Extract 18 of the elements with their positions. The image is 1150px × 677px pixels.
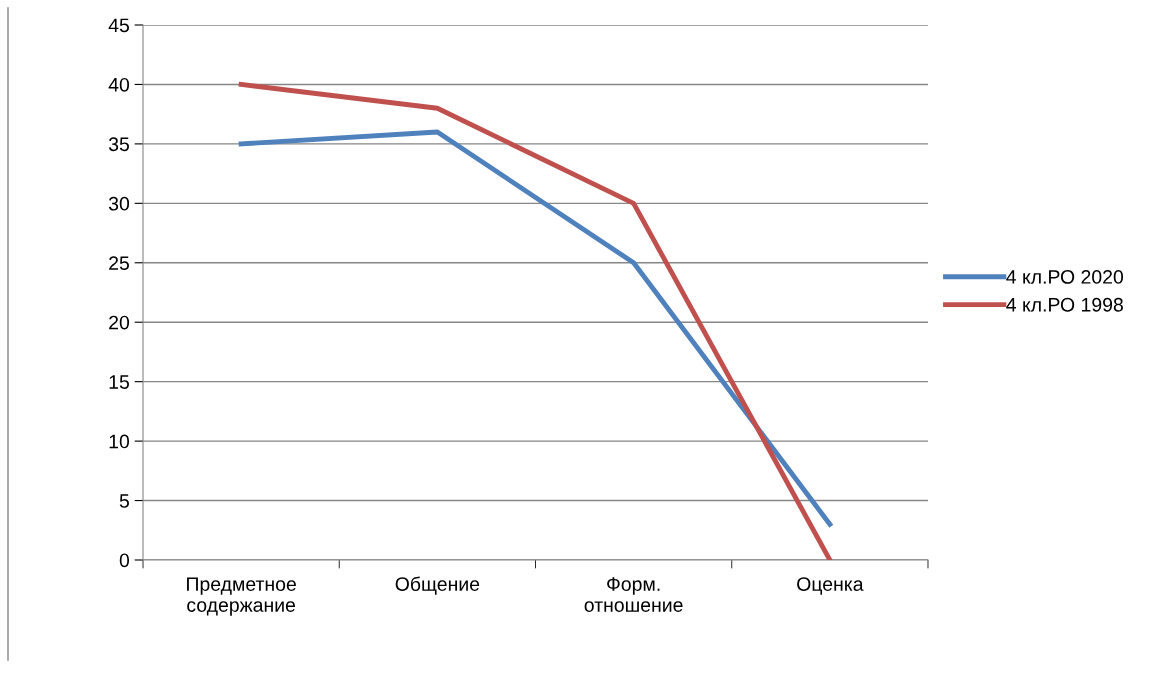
- legend-label: 4 кл.РО 2020: [1006, 270, 1124, 284]
- x-tick-label: Предметное содержание: [187, 577, 296, 616]
- x-tick-label: Общение: [395, 576, 480, 595]
- line-series: [238, 129, 833, 527]
- x-tick-label: Оценка: [797, 577, 864, 595]
- y-tick-label: 0: [119, 553, 130, 568]
- y-tick-label: 30: [108, 196, 130, 211]
- y-tick-label: 45: [108, 18, 129, 33]
- legend-label: 4 кл.РО 1998: [1006, 297, 1123, 312]
- x-tick-label: Форм. отношение: [584, 577, 683, 612]
- y-tick-label: 10: [109, 434, 130, 449]
- y-tick-label: 40: [108, 77, 130, 92]
- y-tick-label: 35: [108, 137, 129, 152]
- line-series: [238, 82, 833, 560]
- y-tick-label: 20: [109, 315, 130, 330]
- y-tick-label: 15: [109, 375, 129, 389]
- y-tick-label: 25: [109, 256, 129, 271]
- y-tick-label: 5: [119, 494, 129, 508]
